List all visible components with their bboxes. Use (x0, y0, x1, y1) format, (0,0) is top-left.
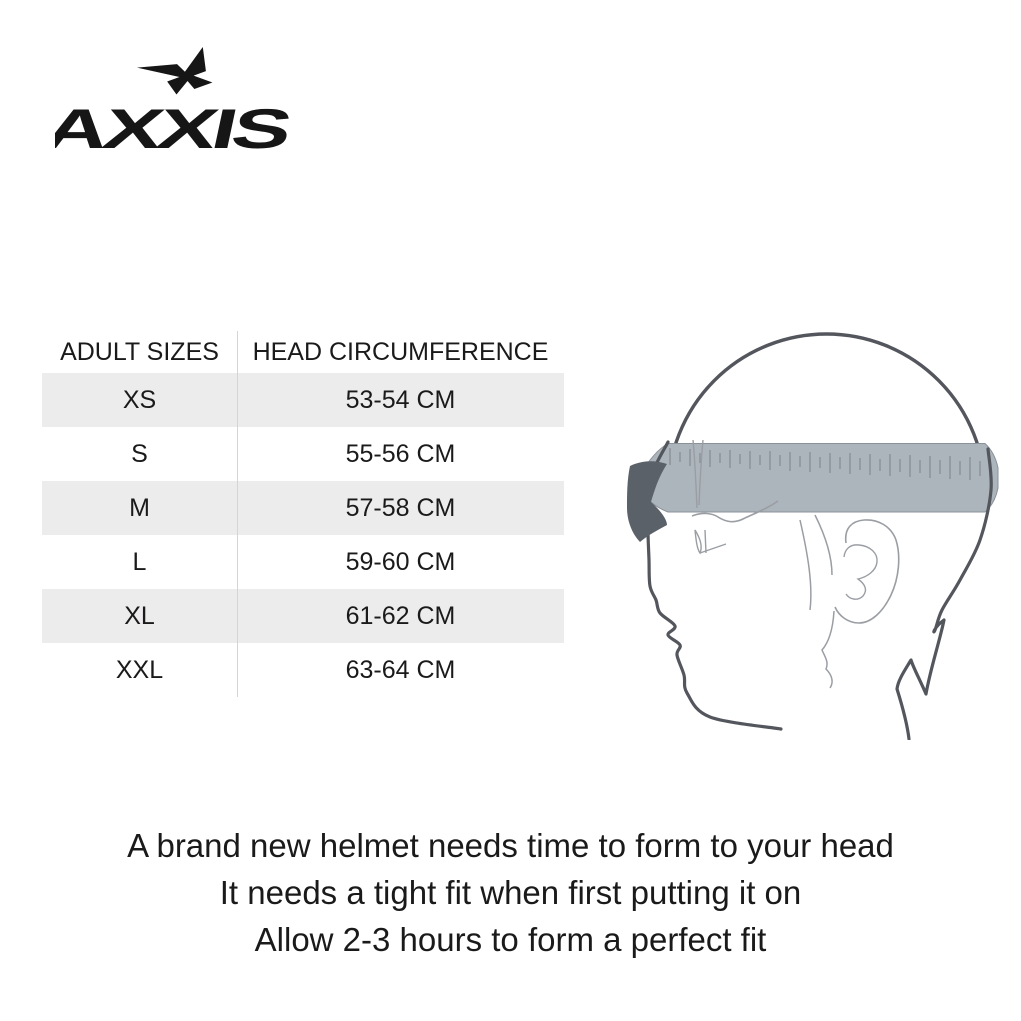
svg-text:AXXIS: AXXIS (55, 98, 295, 155)
